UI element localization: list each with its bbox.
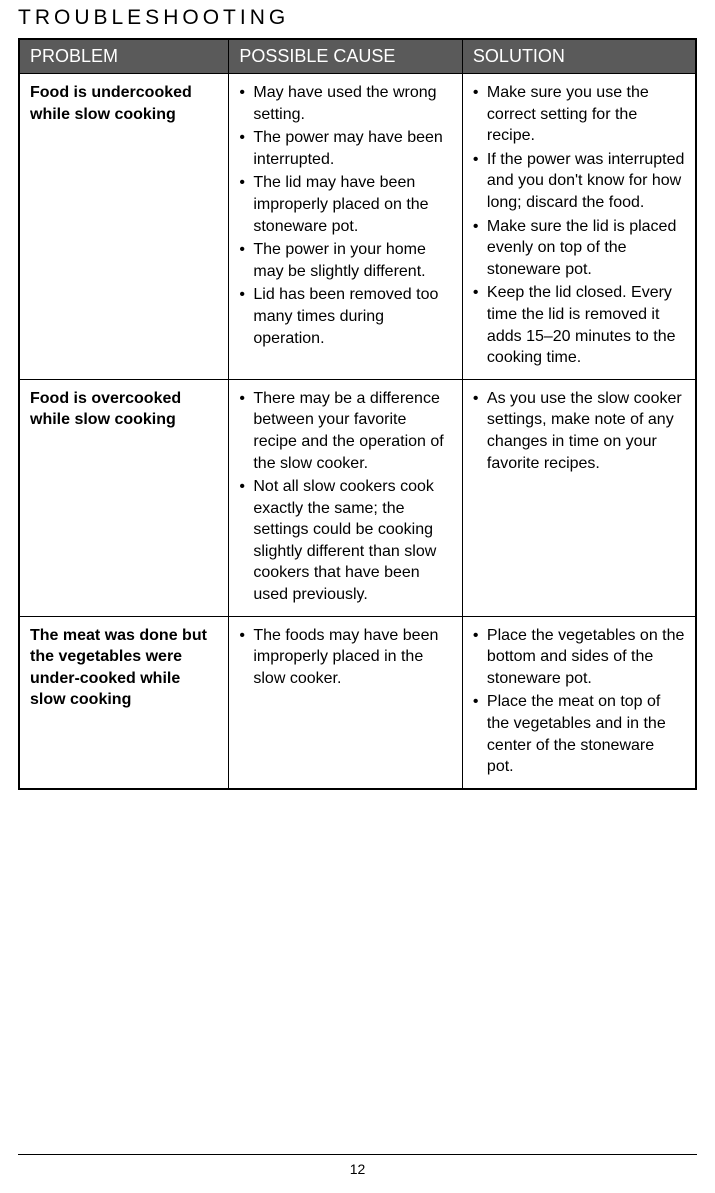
cause-item: The power may have been interrupted. bbox=[239, 127, 452, 170]
solution-cell: As you use the slow cooker settings, mak… bbox=[462, 379, 696, 616]
table-row: Food is overcooked while slow cooking Th… bbox=[19, 379, 696, 616]
page-footer: 12 bbox=[18, 1154, 697, 1177]
cause-list: The foods may have been improperly place… bbox=[239, 625, 452, 690]
solution-item: Make sure the lid is placed evenly on to… bbox=[473, 216, 685, 281]
cause-item: The lid may have been improperly placed … bbox=[239, 172, 452, 237]
solution-item: Keep the lid closed. Every time the lid … bbox=[473, 282, 685, 368]
solution-cell: Make sure you use the correct setting fo… bbox=[462, 74, 696, 380]
problem-cell: The meat was done but the vegetables wer… bbox=[19, 616, 229, 789]
solution-cell: Place the vegetables on the bottom and s… bbox=[462, 616, 696, 789]
solution-list: Place the vegetables on the bottom and s… bbox=[473, 625, 685, 778]
cause-list: May have used the wrong setting. The pow… bbox=[239, 82, 452, 349]
cause-item: The power in your home may be slightly d… bbox=[239, 239, 452, 282]
problem-cell: Food is undercooked while slow cooking bbox=[19, 74, 229, 380]
cause-cell: There may be a difference between your f… bbox=[229, 379, 463, 616]
cause-cell: May have used the wrong setting. The pow… bbox=[229, 74, 463, 380]
solution-list: As you use the slow cooker settings, mak… bbox=[473, 388, 685, 474]
cause-item: The foods may have been improperly place… bbox=[239, 625, 452, 690]
table-header-row: PROBLEM POSSIBLE CAUSE SOLUTION bbox=[19, 39, 696, 74]
solution-list: Make sure you use the correct setting fo… bbox=[473, 82, 685, 369]
column-header-solution: SOLUTION bbox=[462, 39, 696, 74]
cause-item: There may be a difference between your f… bbox=[239, 388, 452, 474]
solution-item: As you use the slow cooker settings, mak… bbox=[473, 388, 685, 474]
solution-item: Place the vegetables on the bottom and s… bbox=[473, 625, 685, 690]
cause-item: Lid has been removed too many times duri… bbox=[239, 284, 452, 349]
problem-cell: Food is overcooked while slow cooking bbox=[19, 379, 229, 616]
cause-cell: The foods may have been improperly place… bbox=[229, 616, 463, 789]
cause-list: There may be a difference between your f… bbox=[239, 388, 452, 606]
table-row: The meat was done but the vegetables wer… bbox=[19, 616, 696, 789]
table-row: Food is undercooked while slow cooking M… bbox=[19, 74, 696, 380]
page-number: 12 bbox=[350, 1161, 366, 1177]
page-title: TROUBLESHOOTING bbox=[18, 0, 697, 38]
cause-item: May have used the wrong setting. bbox=[239, 82, 452, 125]
troubleshooting-table: PROBLEM POSSIBLE CAUSE SOLUTION Food is … bbox=[18, 38, 697, 790]
solution-item: Place the meat on top of the vegetables … bbox=[473, 691, 685, 777]
table-body: Food is undercooked while slow cooking M… bbox=[19, 74, 696, 789]
solution-item: If the power was interrupted and you don… bbox=[473, 149, 685, 214]
column-header-problem: PROBLEM bbox=[19, 39, 229, 74]
cause-item: Not all slow cookers cook exactly the sa… bbox=[239, 476, 452, 606]
solution-item: Make sure you use the correct setting fo… bbox=[473, 82, 685, 147]
column-header-cause: POSSIBLE CAUSE bbox=[229, 39, 463, 74]
